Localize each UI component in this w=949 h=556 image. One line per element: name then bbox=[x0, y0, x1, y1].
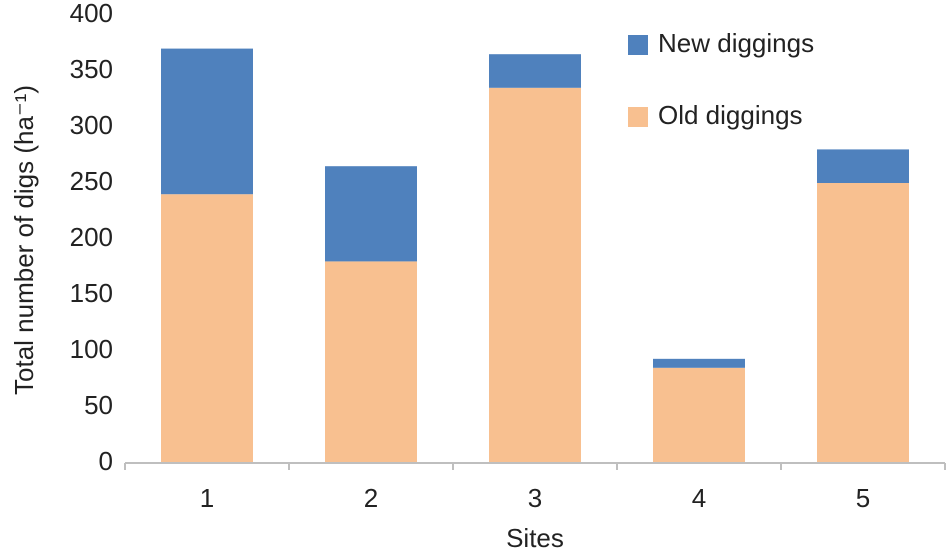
y-tick-label: 250 bbox=[70, 166, 113, 196]
bar-segment bbox=[653, 367, 745, 463]
y-tick-label: 350 bbox=[70, 54, 113, 84]
bar-segment bbox=[817, 149, 909, 183]
y-tick-label: 150 bbox=[70, 278, 113, 308]
bar-segment bbox=[325, 261, 417, 463]
legend-label: Old diggings bbox=[658, 100, 803, 130]
x-tick-label: 5 bbox=[856, 483, 870, 513]
y-axis-title: Total number of digs (ha⁻¹) bbox=[9, 85, 39, 395]
legend-swatch bbox=[628, 35, 648, 55]
bar-segment bbox=[489, 87, 581, 464]
bar-segment bbox=[161, 194, 253, 463]
bar-segment bbox=[161, 48, 253, 195]
bar-segment bbox=[817, 183, 909, 463]
x-axis-title: Sites bbox=[506, 523, 564, 553]
y-tick-label: 50 bbox=[84, 390, 113, 420]
bar-segment bbox=[325, 166, 417, 262]
x-tick-label: 4 bbox=[692, 483, 706, 513]
x-tick-label: 3 bbox=[528, 483, 542, 513]
y-tick-label: 400 bbox=[70, 0, 113, 28]
bar-segment bbox=[653, 358, 745, 368]
legend-swatch bbox=[628, 107, 648, 127]
y-tick-label: 100 bbox=[70, 334, 113, 364]
y-tick-label: 0 bbox=[99, 446, 113, 476]
y-tick-label: 200 bbox=[70, 222, 113, 252]
y-tick-label: 300 bbox=[70, 110, 113, 140]
legend-label: New diggings bbox=[658, 28, 814, 58]
x-tick-label: 1 bbox=[200, 483, 214, 513]
bar-segment bbox=[489, 54, 581, 88]
x-tick-label: 2 bbox=[364, 483, 378, 513]
